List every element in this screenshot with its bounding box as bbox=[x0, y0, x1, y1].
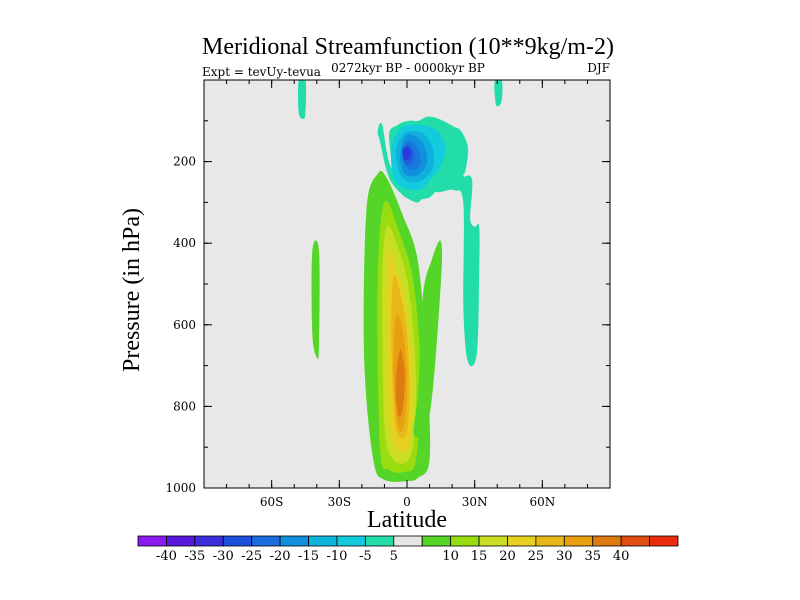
colorbar-swatch-8 bbox=[364, 535, 395, 547]
x-tick-label-0: 60S bbox=[260, 495, 284, 509]
x-tick-label-4: 60N bbox=[529, 495, 555, 509]
chart-subtitle-right: DJF bbox=[587, 61, 610, 75]
colorbar-label-13: 30 bbox=[556, 549, 573, 564]
colorbar-label-2: -30 bbox=[213, 549, 234, 564]
colorbar-swatch-6 bbox=[308, 535, 338, 547]
plot-area bbox=[203, 79, 611, 489]
colorbar-swatch-10 bbox=[421, 535, 452, 547]
colorbar-label-11: 20 bbox=[499, 549, 516, 564]
contour-region-11 bbox=[298, 80, 307, 119]
colorbar-swatch-12 bbox=[478, 535, 508, 547]
contour-region-18 bbox=[402, 147, 412, 161]
chart-title: Meridional Streamfunction (10**9kg/m-2) bbox=[202, 34, 614, 60]
colorbar-label-3: -25 bbox=[241, 549, 262, 564]
colorbar-label-10: 15 bbox=[471, 549, 488, 564]
y-tick-label-1: 400 bbox=[173, 236, 196, 250]
colorbar-label-7: -5 bbox=[359, 549, 372, 564]
chart-subtitle-left: Expt = tevUy-tevua bbox=[202, 65, 321, 79]
colorbar-swatch-18 bbox=[649, 535, 679, 547]
colorbar-swatch-5 bbox=[279, 535, 309, 547]
colorbar-label-1: -35 bbox=[184, 549, 205, 564]
colorbar-swatch-9 bbox=[393, 535, 423, 547]
colorbar-label-0: -40 bbox=[156, 549, 177, 564]
colorbar-swatch-4 bbox=[251, 535, 281, 547]
y-tick-label-2: 600 bbox=[173, 318, 196, 332]
y-tick-label-0: 200 bbox=[173, 155, 196, 169]
colorbar-swatch-17 bbox=[620, 535, 650, 547]
y-axis: 200 400 600 800 1000 bbox=[165, 155, 610, 495]
colorbar-swatch-13 bbox=[507, 535, 537, 547]
colorbar-swatch-2 bbox=[194, 535, 224, 547]
contour-fills bbox=[298, 80, 503, 482]
chart-subtitle-center: 0272kyr BP - 0000kyr BP bbox=[331, 61, 485, 75]
contour-region-12 bbox=[494, 80, 503, 107]
colorbar-label-8: 5 bbox=[390, 549, 398, 564]
contour-region-8 bbox=[311, 240, 320, 360]
colorbar-label-9: 10 bbox=[442, 549, 459, 564]
colorbar-label-15: 40 bbox=[613, 549, 630, 564]
x-axis: 60S 30S 0 30N 60N bbox=[260, 80, 555, 509]
colorbar-label-14: 35 bbox=[584, 549, 601, 564]
x-tick-label-3: 30N bbox=[462, 495, 488, 509]
colorbar-swatch-3 bbox=[222, 535, 253, 547]
x-tick-label-2: 0 bbox=[403, 495, 411, 509]
colorbar-label-5: -15 bbox=[298, 549, 319, 564]
colorbar-swatch-7 bbox=[336, 535, 366, 547]
contour-region-7 bbox=[413, 240, 443, 438]
colorbar-label-4: -20 bbox=[270, 549, 291, 564]
colorbar-swatch-0 bbox=[137, 535, 167, 547]
y-tick-label-3: 800 bbox=[173, 399, 196, 413]
colorbar: -40 -35 -30 -25 -20 -15 -10 -5 5 10 15 20 25 30 35 40 bbox=[137, 535, 679, 564]
x-tick-label-1: 30S bbox=[328, 495, 352, 509]
y-axis-label: Pressure (in hPa) bbox=[119, 208, 145, 372]
colorbar-swatch-1 bbox=[166, 535, 196, 547]
colorbar-label-6: -10 bbox=[326, 549, 347, 564]
colorbar-swatch-15 bbox=[563, 535, 594, 547]
x-axis-label: Latitude bbox=[367, 507, 447, 533]
colorbar-swatch-11 bbox=[450, 535, 480, 547]
contour-region-6 bbox=[395, 349, 405, 418]
y-tick-label-4: 1000 bbox=[165, 481, 196, 495]
colorbar-swatch-16 bbox=[592, 535, 622, 547]
colorbar-swatch-14 bbox=[535, 535, 565, 547]
contour-region-9 bbox=[377, 122, 480, 367]
colorbar-label-12: 25 bbox=[528, 549, 545, 564]
